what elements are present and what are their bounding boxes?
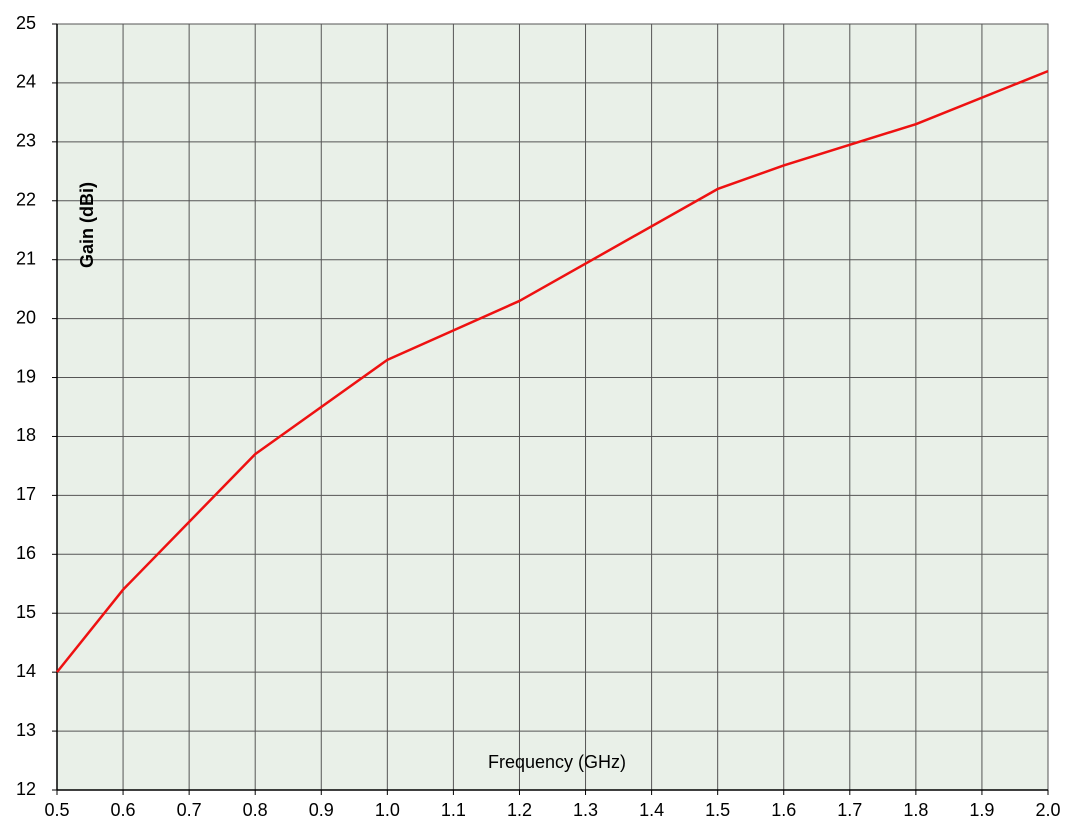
x-tick-label: 1.9 bbox=[969, 800, 994, 820]
x-tick-label: 1.0 bbox=[375, 800, 400, 820]
y-tick-label: 16 bbox=[16, 543, 36, 563]
y-axis-label: Gain (dBi) bbox=[77, 182, 97, 268]
x-tick-label: 0.5 bbox=[44, 800, 69, 820]
x-tick-label: 1.6 bbox=[771, 800, 796, 820]
x-tick-label: 0.8 bbox=[243, 800, 268, 820]
y-tick-label: 22 bbox=[16, 190, 36, 210]
x-tick-label: 0.7 bbox=[177, 800, 202, 820]
x-tick-label: 1.7 bbox=[837, 800, 862, 820]
y-tick-label: 12 bbox=[16, 779, 36, 799]
data-line bbox=[56, 69, 1049, 673]
y-tick-label: 14 bbox=[16, 661, 36, 681]
x-tick-label: 1.2 bbox=[507, 800, 532, 820]
y-tick-label: 18 bbox=[16, 425, 36, 445]
x-tick-label: 1.3 bbox=[573, 800, 598, 820]
y-tick-label: 21 bbox=[16, 248, 36, 268]
y-tick-label: 24 bbox=[16, 72, 36, 92]
x-tick-label: 1.5 bbox=[705, 800, 730, 820]
y-tick-label: 23 bbox=[16, 131, 36, 151]
grid bbox=[56, 23, 1049, 791]
x-tick-label: 1.8 bbox=[903, 800, 928, 820]
x-tick-label: 1.1 bbox=[441, 800, 466, 820]
y-tick-label: 13 bbox=[16, 720, 36, 740]
y-tick-label: 15 bbox=[16, 602, 36, 622]
x-tick-label: 0.9 bbox=[309, 800, 334, 820]
y-tick-label: 19 bbox=[16, 366, 36, 386]
y-tick-label: 17 bbox=[16, 484, 36, 504]
y-tick-label: 25 bbox=[16, 13, 36, 33]
plot-area bbox=[56, 23, 1049, 791]
x-tick-label: 1.4 bbox=[639, 800, 664, 820]
x-tick-label: 0.6 bbox=[111, 800, 136, 820]
x-axis-label: Frequency (GHz) bbox=[488, 752, 626, 772]
y-tick-label: 20 bbox=[16, 307, 36, 327]
x-tick-label: 2.0 bbox=[1035, 800, 1060, 820]
